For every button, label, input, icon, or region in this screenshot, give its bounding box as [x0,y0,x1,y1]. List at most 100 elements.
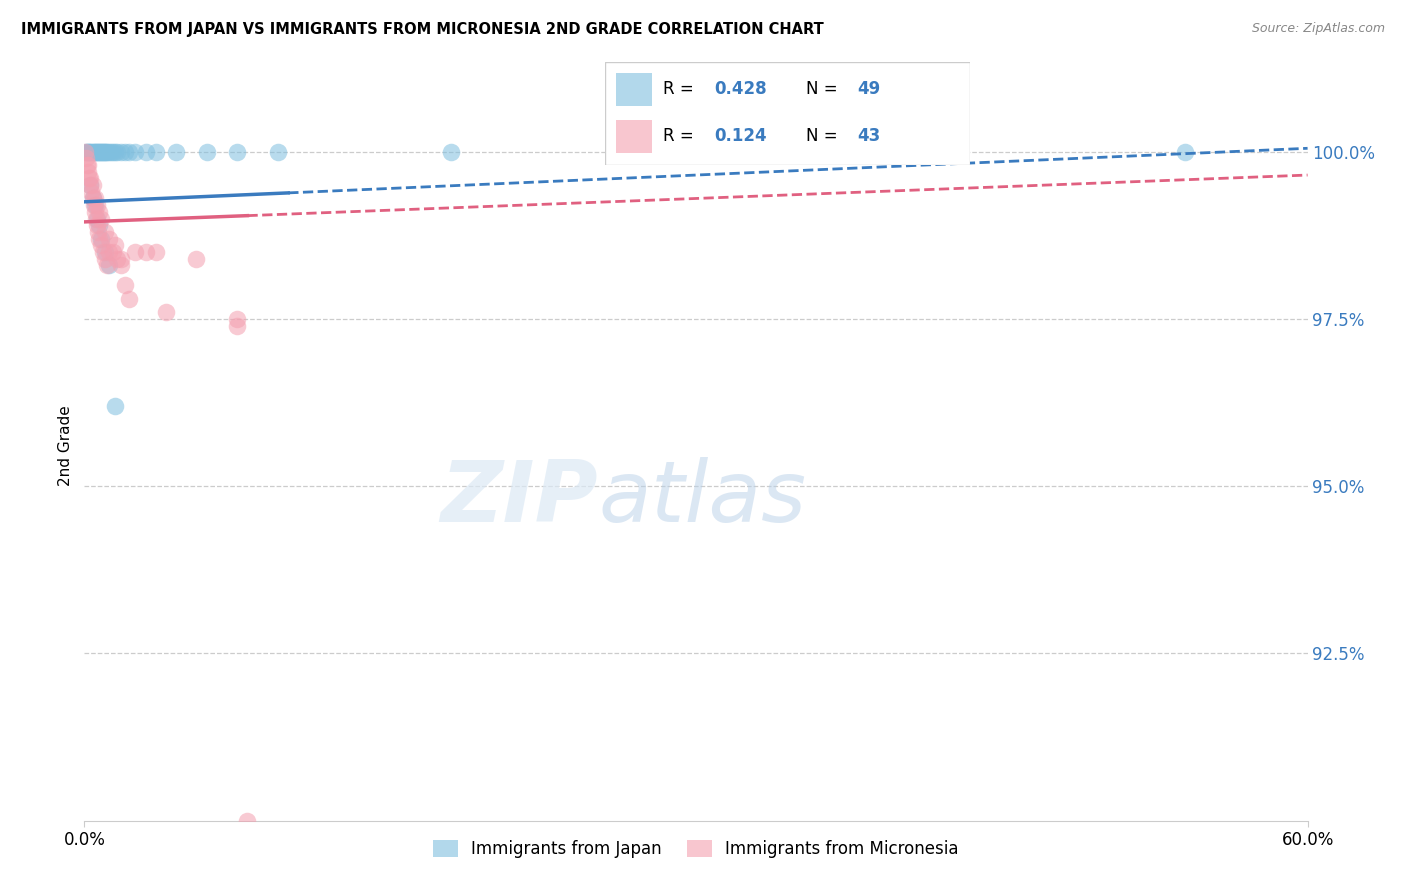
Point [82,145,104,159]
Text: 0.124: 0.124 [714,128,766,145]
Point [80,145,103,159]
Point [90,238,112,252]
Point [86,198,108,212]
Point [267,145,290,159]
FancyBboxPatch shape [616,73,652,105]
Point [145,145,167,159]
Point [83,192,105,206]
Point [79,171,101,186]
Point [104,145,127,159]
Text: 0.428: 0.428 [714,80,766,98]
Point [79,178,101,193]
Point [97,145,120,159]
Point [118,292,141,306]
Point [91,244,114,259]
Point [118,145,141,159]
Point [100,145,122,159]
Point [86,145,108,159]
Point [93,252,115,266]
Point [82,192,104,206]
Point [90,231,112,245]
Point [104,238,127,252]
FancyBboxPatch shape [616,120,652,153]
Text: N =: N = [806,128,842,145]
Point [76,145,98,159]
Point [83,145,105,159]
Point [82,178,104,193]
Point [145,244,167,259]
Point [83,198,105,212]
Point [124,244,146,259]
Point [226,318,249,333]
Point [155,305,177,319]
Point [90,145,112,159]
Point [105,252,128,266]
Point [101,145,124,159]
Point [87,205,110,219]
Point [93,244,115,259]
Point [226,311,249,326]
Point [87,218,110,232]
Point [90,211,112,226]
Text: 49: 49 [856,80,880,98]
Point [86,211,108,226]
Point [87,231,110,245]
Point [101,244,124,259]
Text: R =: R = [664,80,699,98]
Point [110,258,132,272]
Point [75,145,97,159]
Point [87,145,110,159]
Point [84,145,107,159]
Point [1174,145,1197,159]
Point [83,145,105,159]
Point [75,151,97,165]
Point [82,192,104,206]
Point [77,158,100,172]
Point [114,278,136,293]
Point [94,145,117,159]
Point [96,258,118,272]
Point [84,211,107,226]
FancyBboxPatch shape [605,62,970,165]
Point [80,185,103,199]
Point [86,145,108,159]
Point [165,145,187,159]
Text: R =: R = [664,128,699,145]
Point [79,145,101,159]
Point [110,252,132,266]
Text: N =: N = [806,80,842,98]
Point [97,258,120,272]
Text: atlas: atlas [598,457,806,540]
Point [96,145,118,159]
Point [93,225,115,239]
Point [86,225,108,239]
Point [135,244,157,259]
Point [226,145,249,159]
Point [110,145,132,159]
Point [93,145,115,159]
Point [75,145,97,159]
Point [186,252,208,266]
Text: 43: 43 [856,128,880,145]
Point [77,164,100,178]
Point [97,231,120,245]
Point [104,399,127,413]
Point [93,145,115,159]
Point [135,145,157,159]
Point [97,244,120,259]
Text: IMMIGRANTS FROM JAPAN VS IMMIGRANTS FROM MICRONESIA 2ND GRADE CORRELATION CHART: IMMIGRANTS FROM JAPAN VS IMMIGRANTS FROM… [21,22,824,37]
Point [195,145,218,159]
Y-axis label: 2nd Grade: 2nd Grade [58,406,73,486]
Point [124,145,146,159]
Point [105,145,128,159]
Legend: Immigrants from Japan, Immigrants from Micronesia: Immigrants from Japan, Immigrants from M… [426,833,966,864]
Point [440,145,463,159]
Point [79,178,101,193]
Text: ZIP: ZIP [440,457,598,540]
Point [79,171,101,186]
Point [929,145,952,159]
Point [89,145,111,159]
Point [86,218,108,232]
Point [83,198,105,212]
Point [76,158,98,172]
